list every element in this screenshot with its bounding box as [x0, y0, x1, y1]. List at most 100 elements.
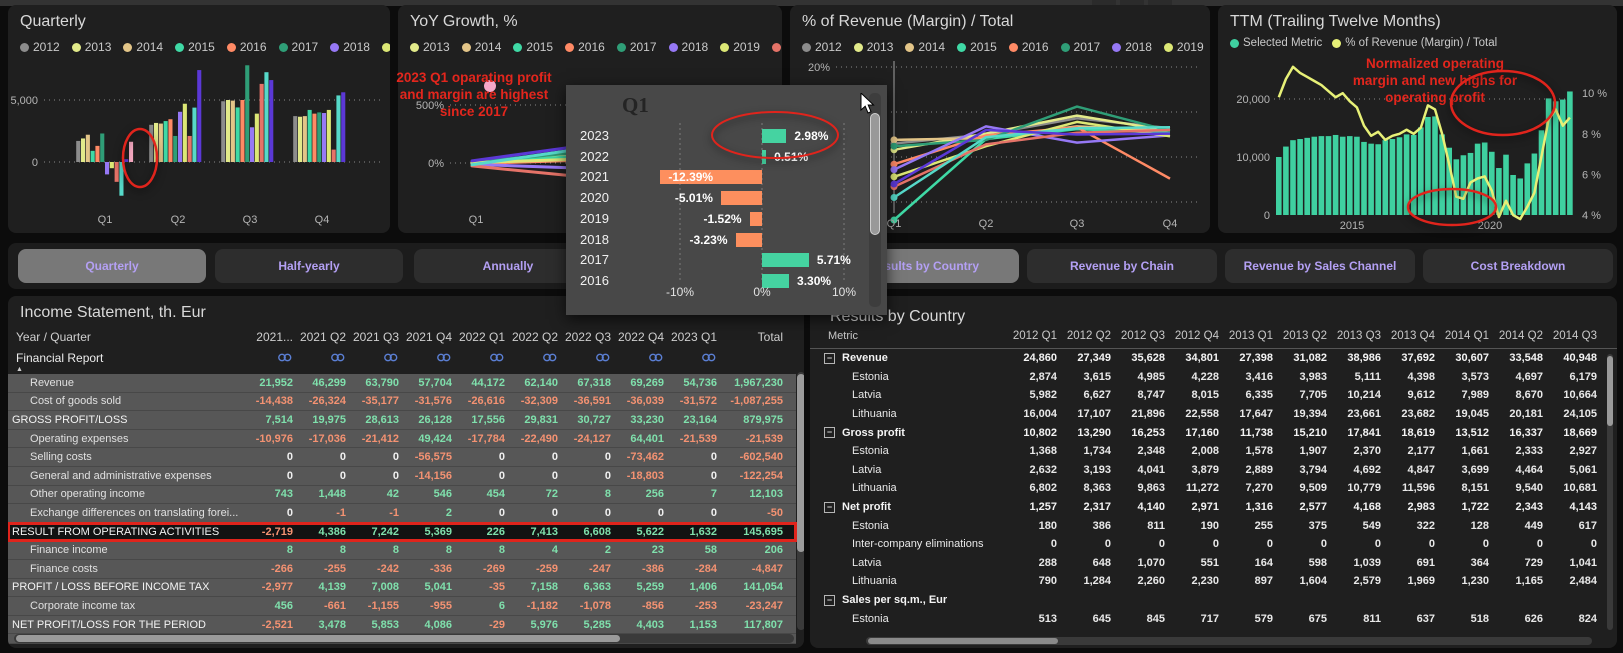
- column-header[interactable]: 2013 Q4: [1390, 330, 1435, 342]
- legend-item-2014[interactable]: 2014: [461, 40, 501, 54]
- table-row[interactable]: Corporate income tax 456 -661 -1,155 -955 6 -1…: [8, 597, 796, 616]
- period-button-half-yearly[interactable]: Half-yearly: [215, 249, 403, 283]
- collapse-icon[interactable]: −: [824, 427, 835, 439]
- table-row[interactable]: Latvia 288 648 1,070 551 164 598 1,039 691 364 729…: [810, 554, 1617, 573]
- view-button-revenue-by-sales-channel[interactable]: Revenue by Sales Channel: [1225, 249, 1415, 283]
- table-row[interactable]: Lithuania 790 1,284 2,260 2,230 897 1,604 2,579…: [810, 572, 1617, 591]
- margin-line-chart[interactable]: 20% Q1 Q2 Q3 Q4: [790, 61, 1210, 233]
- legend-item-2013[interactable]: 2013: [71, 40, 111, 54]
- legend-item-2018[interactable]: 2018: [1112, 40, 1152, 54]
- column-header[interactable]: 2022 Q2: [511, 330, 558, 344]
- legend-item-2015[interactable]: 2015: [957, 40, 997, 54]
- table-row[interactable]: GROSS PROFIT/LOSS 7,514 19,975 28,613 26,128…: [8, 411, 796, 430]
- link-icon[interactable]: [505, 349, 558, 367]
- column-header[interactable]: 2013 Q2: [1282, 330, 1327, 342]
- table-row[interactable]: Estonia 513 645 845 717 579 675 811 637 518 626 824: [810, 609, 1617, 628]
- legend-item-2018[interactable]: 2018: [668, 40, 708, 54]
- by-country-vscrollbar[interactable]: [1607, 354, 1613, 630]
- legend-item-2016[interactable]: 2016: [226, 40, 267, 54]
- table-row[interactable]: − Sales per sq.m., Eur: [810, 591, 1617, 610]
- table-row[interactable]: Operating expenses -10,976 -17,036 -21,412 4…: [8, 429, 796, 449]
- link-icon[interactable]: [558, 349, 611, 367]
- period-button-quarterly[interactable]: Quarterly: [18, 249, 206, 283]
- legend-item-2018[interactable]: 2018: [330, 40, 370, 54]
- column-header[interactable]: 2021...: [256, 330, 293, 344]
- legend-item-2019[interactable]: 2019: [720, 40, 760, 54]
- legend-item-2016[interactable]: 2016: [1008, 40, 1049, 54]
- table-row[interactable]: Lithuania 6,802 8,363 9,863 11,272 7,270 9,509…: [810, 479, 1617, 498]
- by-country-hscrollbar[interactable]: [866, 637, 1592, 645]
- link-icon[interactable]: [240, 349, 293, 367]
- legend-item-2013[interactable]: 2013: [853, 40, 893, 54]
- income-statement-vscrollbar[interactable]: [797, 372, 804, 630]
- link-icon[interactable]: [611, 349, 664, 367]
- table-row[interactable]: NET PROFIT/LOSS FOR THE PERIOD -2,521 3,47…: [8, 615, 796, 635]
- table-row[interactable]: Estonia 180 386 811 190 255 375 549 322 128 449 617: [810, 516, 1617, 535]
- view-button-revenue-by-chain[interactable]: Revenue by Chain: [1027, 249, 1217, 283]
- sort-indicator-icon[interactable]: ▲: [16, 366, 23, 373]
- column-header[interactable]: 2021 Q2: [299, 330, 346, 344]
- column-header[interactable]: 2013 Q3: [1336, 330, 1381, 342]
- link-icon[interactable]: [293, 349, 346, 367]
- column-header[interactable]: 2021 Q3: [352, 330, 399, 344]
- column-header[interactable]: 2022 Q3: [564, 330, 611, 344]
- income-statement-hscrollbar[interactable]: [14, 634, 794, 643]
- column-header[interactable]: 2022 Q4: [617, 330, 664, 344]
- column-header[interactable]: Total: [757, 330, 783, 344]
- table-row[interactable]: Estonia 2,874 3,615 4,985 4,228 3,416 3,983 5,1…: [810, 368, 1617, 387]
- collapse-icon[interactable]: −: [824, 501, 835, 513]
- table-row[interactable]: Estonia 1,368 1,734 2,348 2,008 1,578 1,907 2,3…: [810, 442, 1617, 461]
- column-header[interactable]: 2014 Q3: [1552, 330, 1597, 342]
- column-header[interactable]: 2012 Q2: [1066, 330, 1111, 342]
- legend-item-2017[interactable]: 2017: [1060, 40, 1100, 54]
- legend-item-2014[interactable]: 2014: [905, 40, 945, 54]
- view-button-cost-breakdown[interactable]: Cost Breakdown: [1423, 249, 1613, 283]
- table-row[interactable]: Finance income 8 8 8 8 8 4 2 23 58 206: [8, 541, 796, 560]
- legend-item-ttm-0[interactable]: Selected Metric: [1230, 37, 1322, 49]
- table-row[interactable]: Latvia 2,632 3,193 4,041 3,879 2,889 3,794 4,69…: [810, 461, 1617, 480]
- table-row[interactable]: − Gross profit 10,802 13,290 16,253 17,160 11,…: [810, 423, 1617, 442]
- table-row[interactable]: Exchange differences on translating fore…: [8, 504, 796, 523]
- quarterly-bar-chart[interactable]: 5,000 0 Q1 Q2 Q3 Q4: [8, 63, 390, 233]
- table-row[interactable]: − Revenue 24,860 27,349 35,628 34,801 27,398 31…: [810, 349, 1617, 368]
- table-row[interactable]: Selling costs 0 0 0 -56,575 0 0 0 -73,462 0 -602,5…: [8, 448, 796, 467]
- column-header[interactable]: 2014 Q1: [1444, 330, 1489, 342]
- legend-item-2019[interactable]: 2019: [1163, 40, 1204, 54]
- legend-item-2012[interactable]: 2012: [802, 40, 842, 54]
- table-row[interactable]: − Net profit 1,257 2,317 4,140 2,971 1,316 2,57…: [810, 498, 1617, 517]
- column-header[interactable]: 2012 Q1: [1012, 330, 1057, 342]
- legend-item-2013[interactable]: 2013: [410, 40, 450, 54]
- column-header[interactable]: 2012 Q3: [1120, 330, 1165, 342]
- table-row[interactable]: RESULT FROM OPERATING ACTIVITIES -2,719 4,…: [8, 521, 797, 543]
- column-header[interactable]: 2013 Q1: [1228, 330, 1273, 342]
- table-row[interactable]: Inter-company eliminations000000000000: [810, 535, 1617, 554]
- tooltip-scrollbar[interactable]: [869, 93, 881, 307]
- legend-item-2016[interactable]: 2016: [565, 40, 605, 54]
- legend-item-2017[interactable]: 2017: [278, 40, 318, 54]
- legend-item-2020[interactable]: 2020: [771, 40, 782, 54]
- legend-item-2012[interactable]: 2012: [20, 40, 60, 54]
- link-icon[interactable]: [399, 349, 452, 367]
- link-icon[interactable]: [346, 349, 399, 367]
- collapse-icon[interactable]: −: [824, 594, 835, 606]
- table-row[interactable]: General and administrative expenses 0 0 0 -1…: [8, 466, 796, 486]
- collapse-icon[interactable]: −: [824, 352, 835, 364]
- table-row[interactable]: PROFIT / LOSS BEFORE INCOME TAX -2,977 4,1…: [8, 578, 796, 598]
- column-header[interactable]: 2014 Q2: [1498, 330, 1543, 342]
- legend-item-2014[interactable]: 2014: [123, 40, 163, 54]
- table-row[interactable]: Lithuania 16,004 17,107 21,896 22,558 17,647 1…: [810, 405, 1617, 424]
- ttm-combo-chart[interactable]: 20,000 10,000 0 10 % 8 % 6 % 4 % 2015 2020: [1218, 57, 1617, 233]
- table-row[interactable]: Finance costs -266 -255 -242 -336 -269 -259 -24…: [8, 559, 796, 579]
- column-header[interactable]: 2023 Q1: [670, 330, 717, 344]
- table-row[interactable]: Latvia 5,982 6,627 8,747 8,015 6,335 7,705 10,2…: [810, 386, 1617, 405]
- table-row[interactable]: Other operating income 743 1,448 42 546 454 72…: [8, 485, 796, 505]
- column-header[interactable]: 2021 Q4: [405, 330, 452, 344]
- legend-item-2015[interactable]: 2015: [513, 40, 553, 54]
- link-icon[interactable]: [664, 349, 717, 367]
- link-icon[interactable]: [452, 349, 505, 367]
- legend-item-2015[interactable]: 2015: [175, 40, 215, 54]
- legend-item-ttm-1[interactable]: % of Revenue (Margin) / Total: [1332, 37, 1497, 49]
- legend-item-2017[interactable]: 2017: [616, 40, 657, 54]
- column-header[interactable]: 201: [1597, 330, 1617, 342]
- legend-item-2019[interactable]: 2019: [381, 40, 390, 54]
